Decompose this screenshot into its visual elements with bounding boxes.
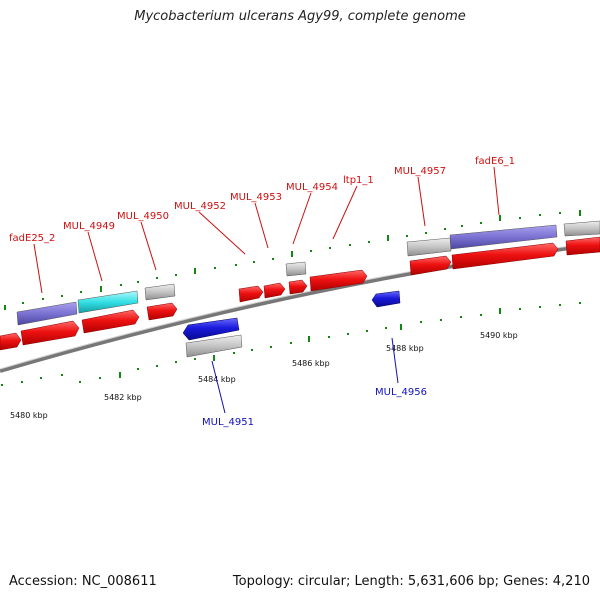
forward-gene-arrow[interactable] <box>288 279 308 295</box>
forward-gene-arrow[interactable] <box>263 282 286 299</box>
accession-text: Accession: NC_008611 <box>9 574 157 589</box>
reverse-gene-arrow[interactable] <box>182 317 240 341</box>
forward-gene-arrow[interactable] <box>451 242 559 270</box>
gene-label[interactable]: fadE25_2 <box>9 233 55 244</box>
gene-label[interactable]: MUL_4957 <box>394 166 446 177</box>
forward-gene-arrow[interactable] <box>0 332 22 351</box>
cyan-feature-bar[interactable] <box>77 290 139 314</box>
gene-label[interactable]: MUL_4953 <box>230 192 282 203</box>
grey-feature-bar[interactable] <box>563 220 600 237</box>
forward-gene-arrow[interactable] <box>565 236 600 256</box>
kbp-label: 5480 kbp <box>10 411 48 420</box>
purple-feature-bar[interactable] <box>16 301 78 326</box>
forward-gene-arrow[interactable] <box>309 269 368 292</box>
reverse-cds-features <box>182 290 401 358</box>
map-title: Mycobacterium ulcerans Agy99, complete g… <box>134 9 466 24</box>
forward-other-features <box>16 220 600 326</box>
grey-feature-bar[interactable] <box>185 334 243 358</box>
genome-info-text: Topology: circular; Length: 5,631,606 bp… <box>232 574 590 589</box>
forward-gene-arrow[interactable] <box>81 309 140 334</box>
forward-gene-arrow[interactable] <box>238 285 264 303</box>
gene-label[interactable]: MUL_4949 <box>63 221 115 232</box>
forward-gene-labels: fadE25_2 MUL_4949 MUL_4950 MUL_4952 MUL_… <box>9 156 515 244</box>
gene-label[interactable]: MUL_4951 <box>202 417 254 428</box>
forward-gene-arrow[interactable] <box>146 302 178 321</box>
forward-label-leaders <box>33 166 500 294</box>
grey-feature-bar[interactable] <box>144 283 176 301</box>
gene-label[interactable]: MUL_4954 <box>286 182 338 193</box>
grey-feature-bar[interactable] <box>406 237 452 257</box>
gene-label[interactable]: MUL_4956 <box>375 387 427 398</box>
gene-label[interactable]: MUL_4952 <box>174 201 226 212</box>
gene-label[interactable]: fadE6_1 <box>475 156 515 167</box>
gene-label[interactable]: MUL_4950 <box>117 211 169 222</box>
grey-feature-bar[interactable] <box>285 261 307 277</box>
reverse-label-leaders <box>211 337 399 414</box>
purple-feature-bar[interactable] <box>449 224 558 250</box>
reverse-gene-labels: MUL_4951 MUL_4956 <box>202 387 427 428</box>
outer-tick-row <box>4 210 581 310</box>
forward-cds-features <box>0 236 600 351</box>
forward-gene-arrow[interactable] <box>409 255 452 276</box>
kbp-label: 5490 kbp <box>480 331 518 340</box>
forward-gene-arrow[interactable] <box>20 320 80 346</box>
reverse-gene-arrow[interactable] <box>371 290 401 308</box>
inner-tick-row <box>1 302 581 386</box>
kbp-label: 5486 kbp <box>292 359 330 368</box>
gene-label[interactable]: ltp1_1 <box>343 175 374 186</box>
kbp-label: 5482 kbp <box>104 393 142 402</box>
kbp-label: 5488 kbp <box>386 344 424 353</box>
